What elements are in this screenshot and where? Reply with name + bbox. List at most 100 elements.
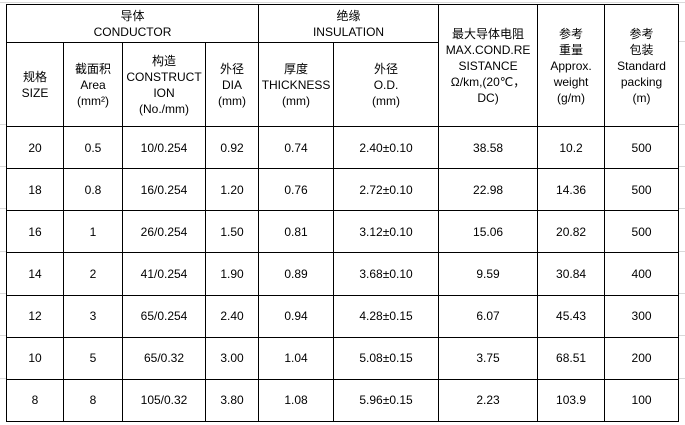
spreadsheet-gridline xyxy=(0,335,7,336)
spec-cell: 0.76 xyxy=(258,168,335,212)
spec-cell: 3.75 xyxy=(438,336,539,380)
spec-cell: 3.80 xyxy=(204,378,260,423)
header-size: 规格 SIZE xyxy=(6,42,64,127)
spec-cell: 8 xyxy=(63,378,123,423)
header-insulation-group: 绝缘 INSULATION xyxy=(258,4,440,43)
spec-cell: 16/0.254 xyxy=(122,168,206,212)
spreadsheet-gridline xyxy=(0,2,685,3)
spec-cell: 2 xyxy=(63,252,123,296)
spec-row-size-20: 20 0.5 10/0.254 0.92 0.74 2.40±0.10 38.5… xyxy=(6,125,680,170)
spec-cell: 500 xyxy=(604,210,680,254)
spec-cell: 2.40 xyxy=(204,294,260,338)
spec-cell: 22.98 xyxy=(438,168,539,212)
spec-cell: 65/0.32 xyxy=(122,336,206,380)
spreadsheet-gridline xyxy=(0,251,7,252)
spec-cell: 20.82 xyxy=(537,210,606,254)
spec-cell: 2.23 xyxy=(438,378,539,423)
spec-cell: 0.94 xyxy=(258,294,335,338)
spec-cell: 15.06 xyxy=(438,210,539,254)
spec-row-size-14: 14 2 41/0.254 1.90 0.89 3.68±0.10 9.59 3… xyxy=(6,252,680,296)
wire-spec-table: 导体 CONDUCTOR 绝缘 INSULATION 最大导体电阻 MAX.CO… xyxy=(5,4,680,423)
header-conductor-cn: 导体 xyxy=(120,8,145,23)
spec-cell: 45.43 xyxy=(537,294,606,338)
spec-cell: 1.08 xyxy=(258,378,335,423)
spreadsheet-gridline xyxy=(678,41,685,42)
spreadsheet-gridline xyxy=(0,293,7,294)
spreadsheet-gridline xyxy=(678,208,685,209)
spec-row-size-16: 16 1 26/0.254 1.50 0.81 3.12±0.10 15.06 … xyxy=(6,210,680,254)
spec-cell: 3 xyxy=(63,294,123,338)
header-insulation-en: INSULATION xyxy=(312,24,385,39)
spec-row-size-8: 8 8 105/0.32 3.80 1.08 5.96±0.15 2.23 10… xyxy=(6,378,680,423)
spec-cell: 68.51 xyxy=(537,336,606,380)
spec-cell: 0.92 xyxy=(204,125,260,170)
spec-cell: 10 xyxy=(6,336,64,380)
spec-cell: 38.58 xyxy=(438,125,539,170)
spec-row-size-12: 12 3 65/0.254 2.40 0.94 4.28±0.15 6.07 4… xyxy=(6,294,680,338)
spec-cell: 18 xyxy=(6,168,64,212)
spec-cell: 103.9 xyxy=(537,378,606,423)
spreadsheet-gridline xyxy=(678,166,685,167)
spec-cell: 1 xyxy=(63,210,123,254)
spec-cell: 1.90 xyxy=(204,252,260,296)
spec-cell: 6.07 xyxy=(438,294,539,338)
spec-cell: 200 xyxy=(604,336,680,380)
spec-cell: 300 xyxy=(604,294,680,338)
spec-cell: 100 xyxy=(604,378,680,423)
spec-cell: 2.72±0.10 xyxy=(333,168,440,212)
header-thickness: 厚度 THICKNESS (mm) xyxy=(258,42,335,127)
spec-row-size-10: 10 5 65/0.32 3.00 1.04 5.08±0.15 3.75 68… xyxy=(6,336,680,380)
spec-cell: 500 xyxy=(604,125,680,170)
header-od: 外径 O.D. (mm) xyxy=(333,42,440,127)
spreadsheet-gridline xyxy=(0,124,7,125)
header-conductor-en: CONDUCTOR xyxy=(93,24,172,39)
spec-cell: 0.5 xyxy=(63,125,123,170)
spec-cell: 5.96±0.15 xyxy=(333,378,440,423)
spec-cell: 12 xyxy=(6,294,64,338)
spec-row-size-18: 18 0.8 16/0.254 1.20 0.76 2.72±0.10 22.9… xyxy=(6,168,680,212)
spec-cell: 14.36 xyxy=(537,168,606,212)
spec-cell: 3.00 xyxy=(204,336,260,380)
spec-cell: 0.8 xyxy=(63,168,123,212)
spec-cell: 1.04 xyxy=(258,336,335,380)
spec-cell: 400 xyxy=(604,252,680,296)
spec-cell: 9.59 xyxy=(438,252,539,296)
spec-cell: 2.40±0.10 xyxy=(333,125,440,170)
spec-cell: 10.2 xyxy=(537,125,606,170)
header-area: 截面积 Area (mm²) xyxy=(63,42,123,127)
spec-cell: 8 xyxy=(6,378,64,423)
spec-cell: 30.84 xyxy=(537,252,606,296)
spreadsheet-gridline xyxy=(0,378,7,379)
spec-cell: 65/0.254 xyxy=(122,294,206,338)
spreadsheet-gridline xyxy=(678,378,685,379)
spreadsheet-gridline xyxy=(678,251,685,252)
spreadsheet-gridline xyxy=(0,166,7,167)
header-standard-packing: 参考 包装 Standard packing (m) xyxy=(604,4,680,127)
spec-cell: 0.81 xyxy=(258,210,335,254)
spec-cell: 26/0.254 xyxy=(122,210,206,254)
spec-cell: 5.08±0.15 xyxy=(333,336,440,380)
spec-cell: 1.20 xyxy=(204,168,260,212)
spreadsheet-gridline xyxy=(678,124,685,125)
spec-cell: 41/0.254 xyxy=(122,252,206,296)
spec-cell: 0.74 xyxy=(258,125,335,170)
spec-cell: 20 xyxy=(6,125,64,170)
spreadsheet-gridline xyxy=(678,293,685,294)
header-dia: 外径 DIA (mm) xyxy=(204,42,260,127)
header-approx-weight: 参考 重量 Approx. weight (g/m) xyxy=(537,4,606,127)
spec-cell: 14 xyxy=(6,252,64,296)
spec-cell: 0.89 xyxy=(258,252,335,296)
spreadsheet-gridline xyxy=(0,208,7,209)
spec-cell: 3.68±0.10 xyxy=(333,252,440,296)
header-conductor-group: 导体 CONDUCTOR xyxy=(5,4,260,43)
spec-cell: 10/0.254 xyxy=(122,125,206,170)
spec-cell: 4.28±0.15 xyxy=(333,294,440,338)
header-construction: 构造 CONSTRUCT ION (No./mm) xyxy=(122,42,206,127)
spreadsheet-gridline xyxy=(678,335,685,336)
spec-cell: 3.12±0.10 xyxy=(333,210,440,254)
header-insulation-cn: 绝缘 xyxy=(336,8,361,23)
spec-cell: 16 xyxy=(6,210,64,254)
header-max-resistance: 最大导体电阻 MAX.COND.RE SISTANCE Ω/km,(20℃， D… xyxy=(438,4,539,127)
spec-cell: 500 xyxy=(604,168,680,212)
spec-cell: 1.50 xyxy=(204,210,260,254)
